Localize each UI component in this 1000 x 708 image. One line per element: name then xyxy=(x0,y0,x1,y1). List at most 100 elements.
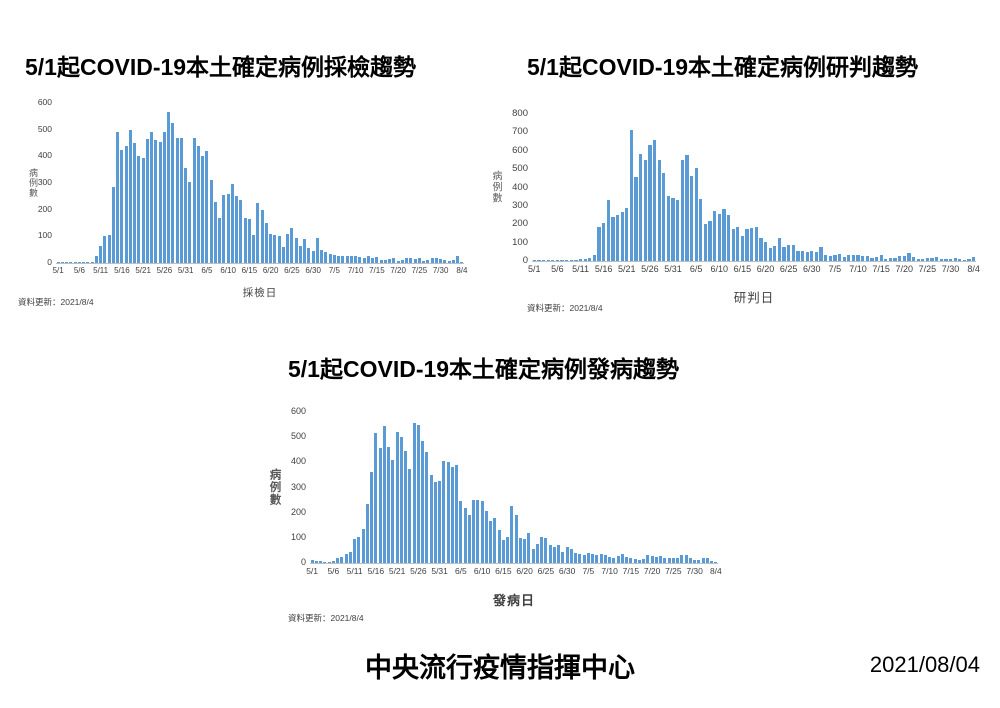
bar xyxy=(907,253,911,261)
bar-slot xyxy=(311,103,315,263)
bar-slot xyxy=(439,103,443,263)
bar xyxy=(239,200,243,263)
bar xyxy=(633,559,637,563)
bar xyxy=(137,156,141,263)
bar-slot xyxy=(353,412,357,563)
y-tick-label: 100 xyxy=(290,531,306,542)
x-axis-title: 採檢日 xyxy=(242,287,278,299)
bar-slot xyxy=(810,114,815,261)
bar-slot xyxy=(298,103,302,263)
bar xyxy=(171,123,175,263)
bar-slot xyxy=(971,114,976,261)
bar xyxy=(188,182,192,263)
bar-slot xyxy=(124,103,128,263)
x-tick-label: 6/30 xyxy=(803,264,821,274)
bar-slot xyxy=(703,114,708,261)
bar-slot xyxy=(574,114,579,261)
bar-slot xyxy=(620,412,624,563)
bar-slot xyxy=(320,103,324,263)
bar xyxy=(842,257,846,261)
bar xyxy=(417,258,421,263)
bar-slot xyxy=(907,114,912,261)
bar xyxy=(643,160,647,261)
x-tick-label: 7/30 xyxy=(432,266,449,275)
bar-slot xyxy=(675,114,680,261)
bar xyxy=(611,217,615,261)
bar-slot xyxy=(654,412,658,563)
bar xyxy=(145,139,149,263)
bar-slot xyxy=(175,103,179,263)
y-tick-label: 100 xyxy=(37,230,52,241)
bar-slot xyxy=(362,103,366,263)
bar-slot xyxy=(625,412,629,563)
bar xyxy=(192,138,196,263)
x-tick-label: 8/4 xyxy=(967,264,980,274)
bar-slot xyxy=(455,412,459,563)
bar xyxy=(201,156,205,263)
x-tick-label: 7/20 xyxy=(390,266,406,275)
x-tick-label: 6/25 xyxy=(537,566,555,576)
bar xyxy=(319,561,323,563)
x-tick-label: 5/1 xyxy=(52,266,64,275)
x-tick-label: 5/11 xyxy=(346,566,363,576)
bar-slot xyxy=(537,114,542,261)
bar-slot xyxy=(86,103,90,263)
bar xyxy=(824,255,828,261)
bar xyxy=(714,562,718,563)
bar xyxy=(116,132,120,263)
bar xyxy=(606,200,610,261)
bar xyxy=(548,545,552,563)
x-tick-label: 5/26 xyxy=(410,566,427,576)
bar xyxy=(654,557,658,563)
x-tick-label: 7/15 xyxy=(872,264,890,274)
bar-slot xyxy=(375,103,379,263)
x-tick-label: 7/25 xyxy=(665,566,682,576)
y-tick-label: 300 xyxy=(37,177,52,187)
x-tick-label: 5/11 xyxy=(572,264,589,274)
bar xyxy=(684,555,688,563)
bar-slot xyxy=(684,412,688,563)
y-tick-label: 0 xyxy=(300,557,306,567)
bar-slot xyxy=(671,114,676,261)
bar-slot xyxy=(416,412,420,563)
bar xyxy=(218,218,222,263)
bar xyxy=(662,173,666,261)
bar-slot xyxy=(930,114,935,261)
bar-slot xyxy=(417,103,421,263)
bar xyxy=(341,256,345,263)
bar-slot xyxy=(689,114,694,261)
bar-slot xyxy=(759,114,764,261)
bar-slot xyxy=(705,412,709,563)
bar xyxy=(455,465,459,563)
bar xyxy=(591,554,595,563)
bar xyxy=(586,553,590,563)
bar-slot xyxy=(260,103,264,263)
bar-slot xyxy=(388,103,392,263)
bar-slot xyxy=(324,103,328,263)
x-tick-label: 5/31 xyxy=(664,264,682,274)
bar xyxy=(833,255,837,261)
bar xyxy=(451,260,455,263)
bar-slot xyxy=(791,114,796,261)
bar-slot xyxy=(60,103,64,263)
bar-slot xyxy=(527,412,531,563)
bar xyxy=(599,554,603,563)
bar-slot xyxy=(865,114,870,261)
x-tick-label: 5/16 xyxy=(114,266,130,275)
bar xyxy=(962,260,967,261)
x-tick-label: 5/16 xyxy=(367,566,385,576)
bar-slot xyxy=(837,114,842,261)
bar xyxy=(65,262,69,263)
y-tick-label: 200 xyxy=(290,506,306,517)
bar-slot xyxy=(934,114,939,261)
bar-slot xyxy=(158,103,162,263)
bar xyxy=(930,258,934,261)
x-tick-label: 5/11 xyxy=(93,266,109,275)
bar xyxy=(884,259,888,261)
x-axis-title: 發病日 xyxy=(492,593,536,608)
y-tick-label: 200 xyxy=(37,203,52,214)
bar xyxy=(705,558,709,563)
bar-slot xyxy=(345,103,349,263)
bar-slot xyxy=(615,114,620,261)
bar xyxy=(541,260,546,261)
